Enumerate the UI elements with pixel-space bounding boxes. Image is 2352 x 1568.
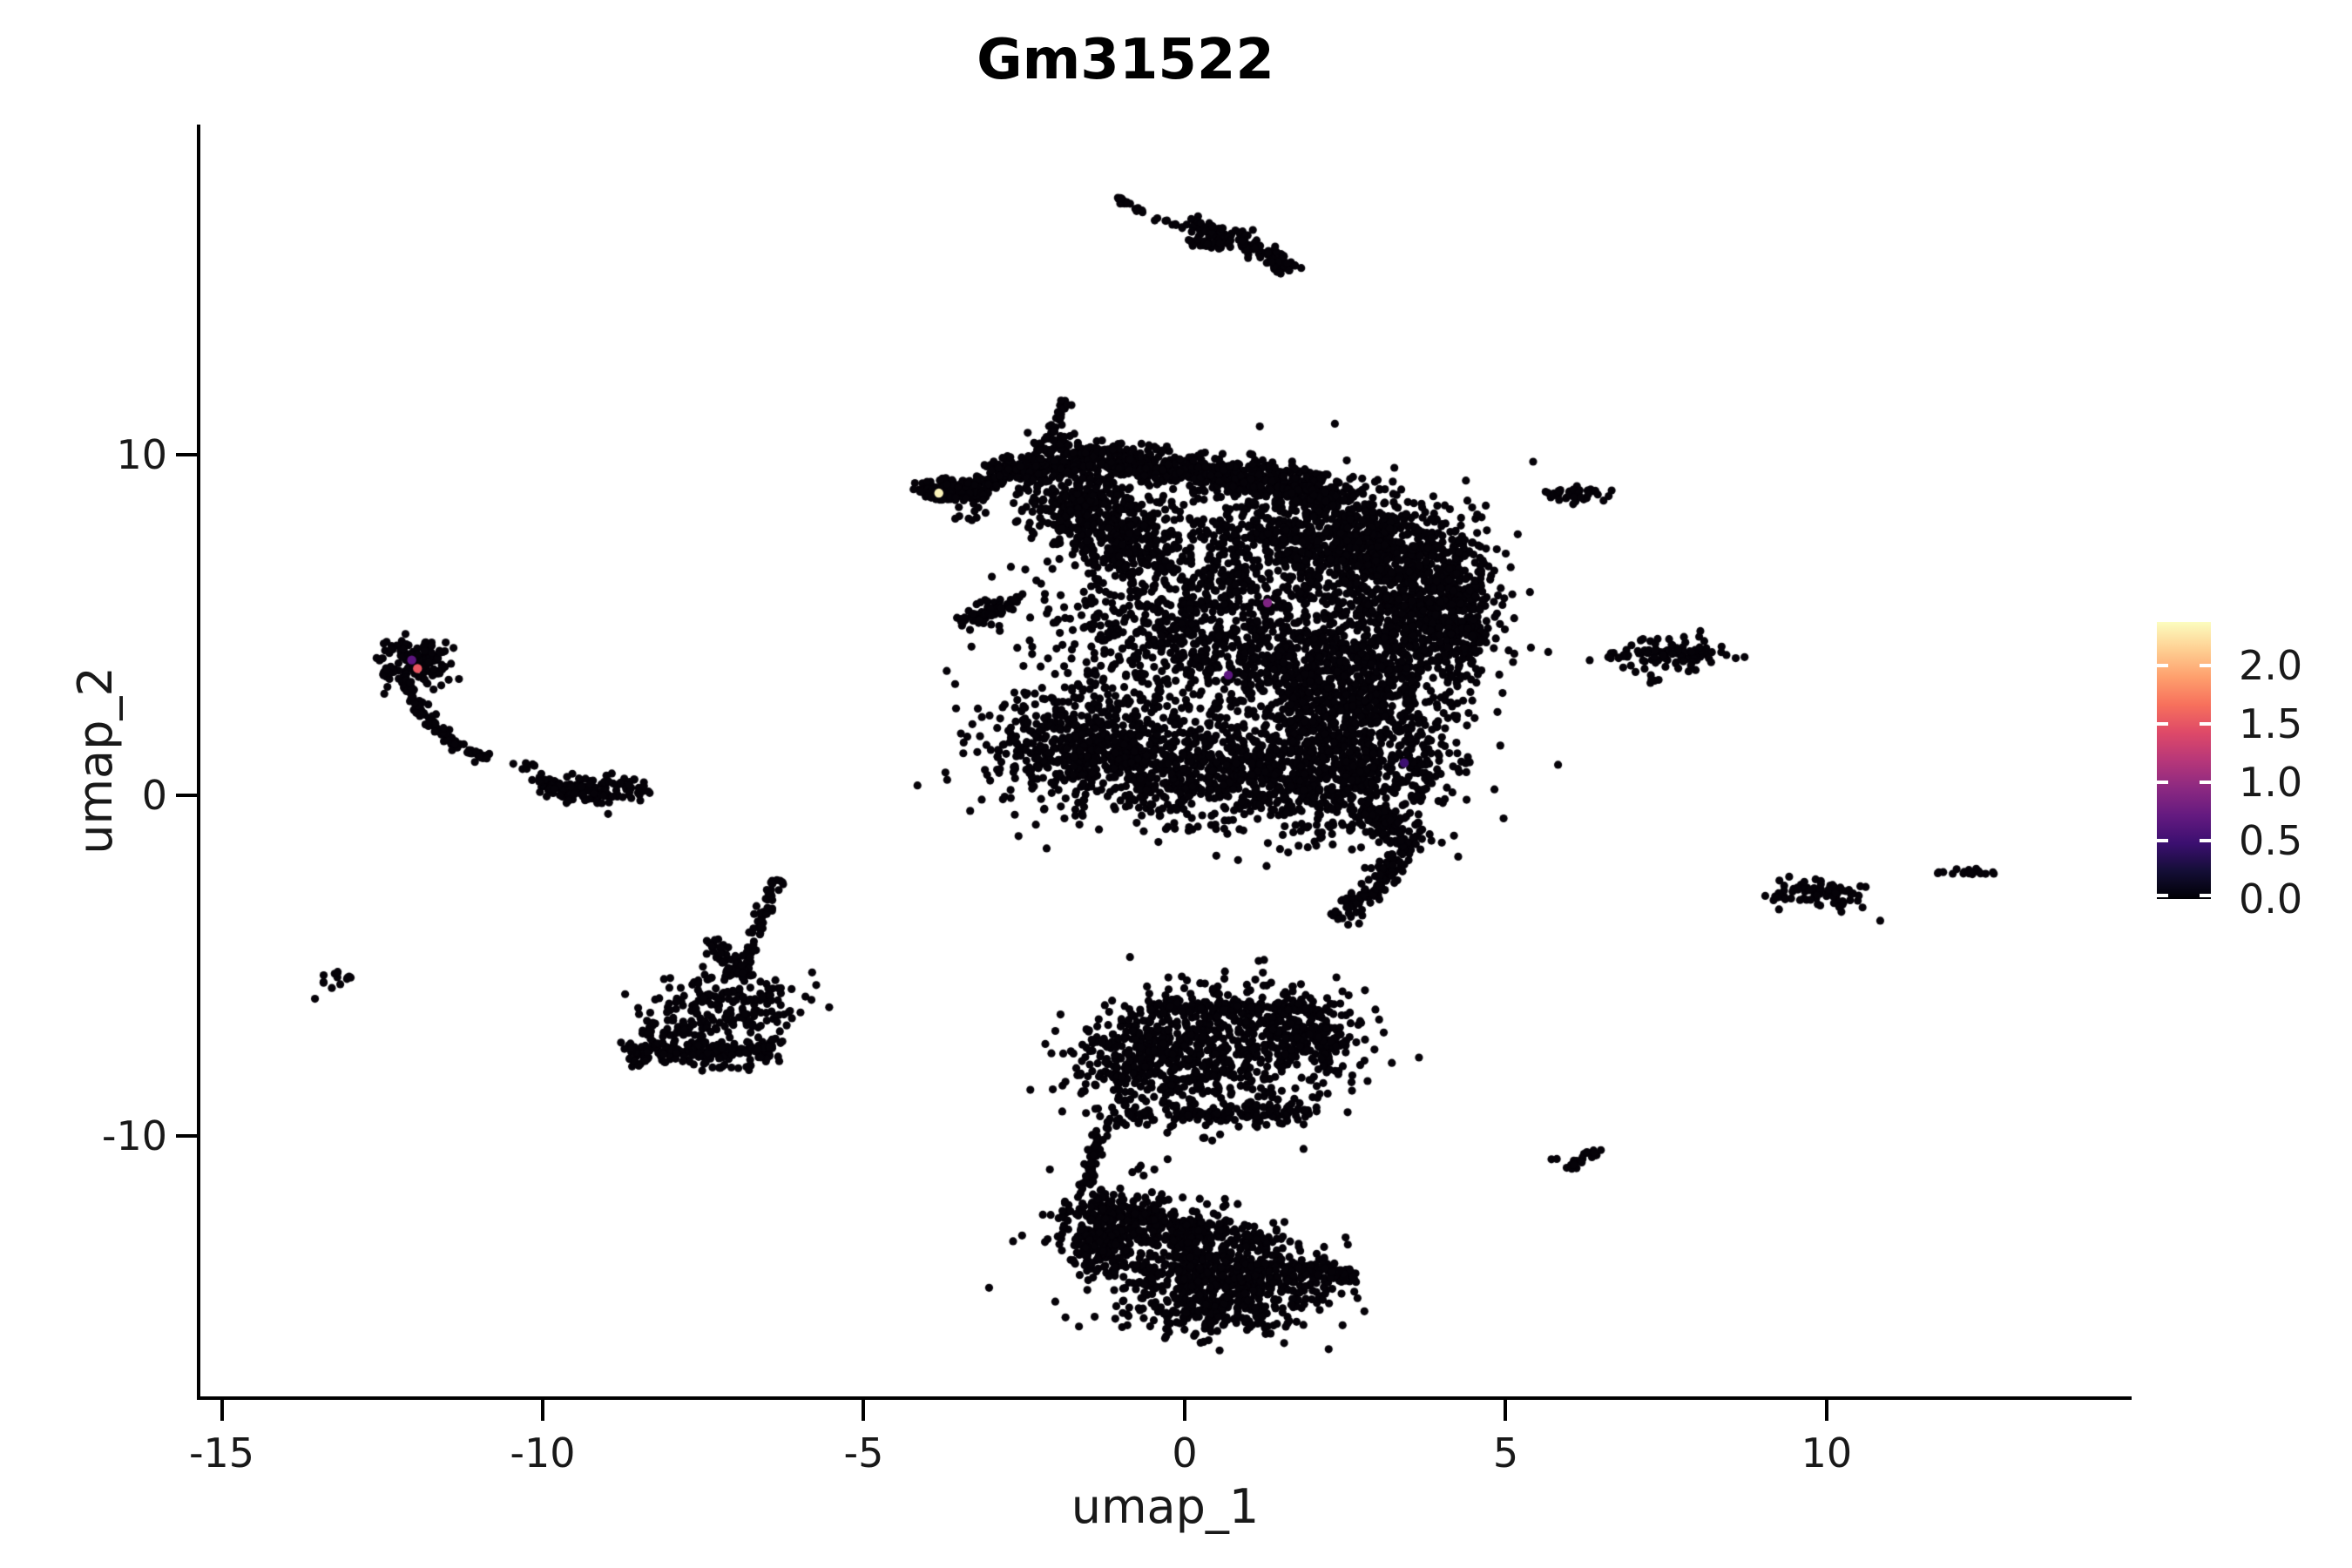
x-tick-label: -5 bbox=[843, 1429, 884, 1477]
x-axis-title: umap_1 bbox=[1071, 1479, 1260, 1534]
x-tick-mark bbox=[1504, 1400, 1508, 1421]
colorbar-tick-mark bbox=[2157, 721, 2168, 726]
x-tick-label: 5 bbox=[1492, 1429, 1519, 1477]
x-tick-mark bbox=[1824, 1400, 1828, 1421]
colorbar-tick-mark bbox=[2157, 894, 2168, 897]
y-tick-label: -10 bbox=[101, 1112, 167, 1159]
colorbar-tick-label: 0.0 bbox=[2239, 875, 2303, 923]
y-axis-title: umap_2 bbox=[68, 666, 123, 855]
x-tick-label: -15 bbox=[188, 1429, 255, 1477]
colorbar-tick-label: 2.0 bbox=[2239, 641, 2303, 689]
colorbar-tick-mark bbox=[2200, 894, 2211, 897]
colorbar-tick-mark bbox=[2157, 838, 2168, 842]
x-tick-label: 0 bbox=[1172, 1429, 1198, 1477]
x-axis-line bbox=[197, 1396, 2132, 1400]
colorbar-tick-label: 0.5 bbox=[2239, 816, 2303, 864]
x-tick-mark bbox=[1182, 1400, 1186, 1421]
y-tick-label: 10 bbox=[116, 430, 167, 478]
colorbar-tick-mark bbox=[2157, 663, 2168, 667]
y-axis-line bbox=[197, 125, 200, 1400]
x-tick-label: -10 bbox=[510, 1429, 576, 1477]
colorbar-tick-mark bbox=[2157, 780, 2168, 784]
x-tick-mark bbox=[541, 1400, 544, 1421]
colorbar-tick-label: 1.5 bbox=[2239, 700, 2303, 747]
colorbar-tick-mark bbox=[2200, 721, 2211, 726]
x-tick-label: 10 bbox=[1801, 1429, 1853, 1477]
colorbar-tick-mark bbox=[2200, 780, 2211, 784]
plot-title: Gm31522 bbox=[977, 28, 1274, 92]
x-tick-mark bbox=[220, 1400, 224, 1421]
colorbar-gradient bbox=[2157, 622, 2211, 899]
y-tick-mark bbox=[176, 1133, 197, 1138]
y-tick-label: 0 bbox=[141, 771, 167, 819]
colorbar-tick-mark bbox=[2200, 838, 2211, 842]
colorbar-tick-label: 1.0 bbox=[2239, 758, 2303, 806]
y-tick-mark bbox=[176, 793, 197, 797]
y-tick-mark bbox=[176, 452, 197, 456]
x-tick-mark bbox=[862, 1400, 866, 1421]
colorbar-tick-mark bbox=[2200, 663, 2211, 667]
